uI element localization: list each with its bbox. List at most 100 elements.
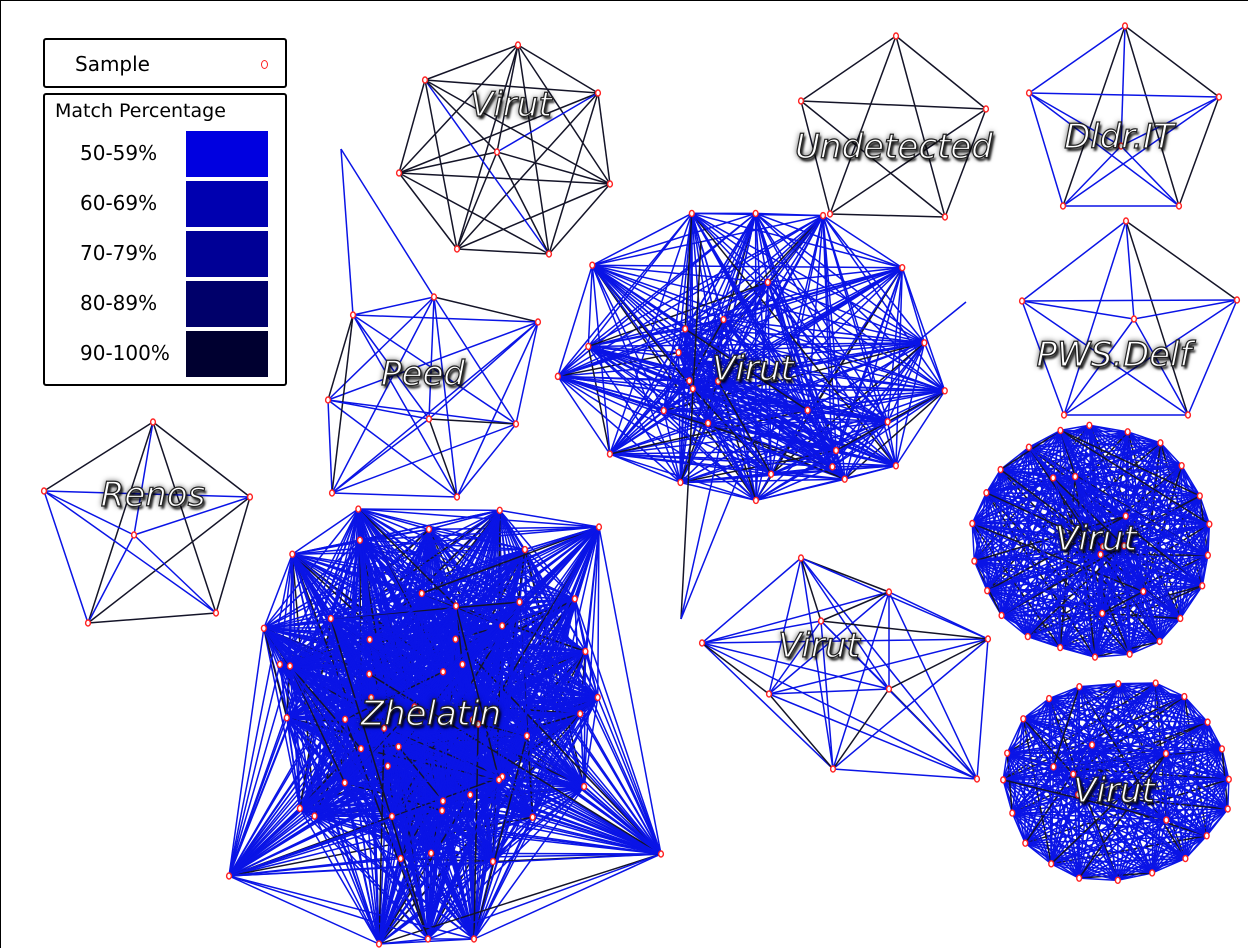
match-edge <box>1060 429 1201 497</box>
match-edge <box>1050 753 1167 865</box>
match-edge <box>228 628 265 877</box>
match-edge <box>498 779 662 855</box>
match-edge <box>829 213 946 218</box>
match-edge <box>587 345 665 412</box>
match-edge <box>1059 430 1103 614</box>
sample-node <box>545 250 553 258</box>
match-edge <box>331 423 517 494</box>
match-edge <box>592 212 756 266</box>
match-edge <box>1101 546 1104 614</box>
sample-node <box>688 209 695 218</box>
sample-node <box>841 475 848 483</box>
match-edge <box>1073 752 1167 775</box>
match-edge <box>1128 591 1145 655</box>
match-edge <box>344 605 457 784</box>
match-edge <box>1165 753 1229 810</box>
match-edge <box>1166 819 1208 837</box>
match-edge <box>424 79 498 153</box>
match-edge <box>369 592 423 641</box>
sample-node <box>589 261 596 269</box>
match-edge <box>684 328 709 424</box>
match-edge <box>663 410 772 475</box>
sample-node <box>885 588 893 596</box>
match-edge <box>1052 430 1062 479</box>
sample-node <box>704 419 712 427</box>
sample-node <box>1024 632 1031 641</box>
match-edge <box>531 526 600 818</box>
match-edge <box>973 477 1054 562</box>
match-edge <box>1048 682 1156 700</box>
sample-node <box>1050 474 1057 482</box>
match-edge <box>133 421 154 536</box>
match-edge <box>427 853 662 940</box>
match-edge <box>357 508 457 607</box>
match-edge <box>228 746 399 877</box>
cluster-label-virut: Virut <box>1055 519 1138 559</box>
match-edge <box>835 421 889 452</box>
legend-row-80: 80-89% <box>45 279 285 329</box>
match-edge <box>1100 545 1125 556</box>
match-edge <box>806 215 824 411</box>
match-edge <box>767 215 824 283</box>
match-edge <box>895 35 987 110</box>
match-edge <box>1074 476 1104 547</box>
match-edge <box>691 213 834 468</box>
sample-node <box>439 797 447 805</box>
sample-node <box>892 32 900 40</box>
sample-node <box>1122 217 1130 225</box>
match-edge <box>829 35 897 215</box>
sample-node <box>260 624 267 633</box>
match-edge <box>1027 612 1103 638</box>
match-edge <box>591 264 665 411</box>
match-edge <box>1000 469 1102 556</box>
match-edge <box>228 665 291 877</box>
match-edge <box>707 422 772 475</box>
sample-node <box>40 487 48 495</box>
sample-node <box>720 315 727 324</box>
match-edge <box>526 735 662 855</box>
match-edge <box>289 601 520 667</box>
match-edge <box>987 589 1144 593</box>
match-edge <box>768 693 834 770</box>
sample-node-icon <box>261 60 268 69</box>
match-edge <box>1012 808 1228 814</box>
match-edge <box>717 281 769 382</box>
match-edge <box>292 553 520 603</box>
match-edge <box>1103 545 1125 548</box>
match-edge <box>691 213 719 382</box>
match-edge <box>688 213 693 381</box>
sample-node <box>997 465 1004 474</box>
match-edge <box>1206 721 1229 810</box>
match-edge <box>1048 698 1074 775</box>
sample-node <box>149 418 157 426</box>
match-edge <box>228 526 600 877</box>
sample-node <box>327 614 334 623</box>
sample-node <box>1057 643 1064 652</box>
match-edge <box>501 625 599 699</box>
sample-node <box>529 813 536 821</box>
match-edge <box>974 560 1103 615</box>
match-edge <box>1053 744 1093 768</box>
match-edge <box>723 319 897 467</box>
match-edge <box>985 492 1144 593</box>
match-edge <box>717 380 808 411</box>
match-edge <box>1059 612 1103 649</box>
sample-node <box>804 406 811 414</box>
match-edge <box>228 554 294 877</box>
match-edge <box>1062 25 1126 207</box>
match-edge <box>501 625 528 736</box>
match-edge <box>1051 863 1153 874</box>
match-edge <box>1048 698 1093 746</box>
sample-node <box>1140 587 1147 596</box>
match-edge <box>680 478 845 484</box>
match-edge <box>289 665 479 725</box>
match-edge <box>1078 686 1187 859</box>
sample-node <box>411 703 418 711</box>
match-edge <box>1060 424 1090 432</box>
match-edge <box>1151 819 1168 874</box>
sample-node <box>246 493 254 501</box>
match-edge <box>770 473 845 480</box>
match-edge <box>1025 819 1167 844</box>
sample-node <box>1182 854 1189 863</box>
sample-node <box>1020 715 1027 723</box>
